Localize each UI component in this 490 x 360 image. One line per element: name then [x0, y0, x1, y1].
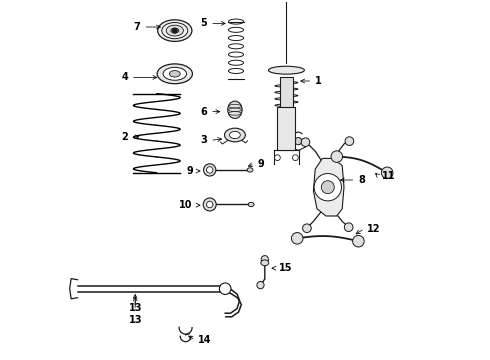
Circle shape — [203, 198, 216, 211]
Text: 13: 13 — [128, 315, 142, 325]
Text: 1: 1 — [315, 76, 322, 86]
Text: 2: 2 — [121, 132, 128, 142]
Ellipse shape — [248, 202, 254, 207]
Circle shape — [206, 201, 213, 208]
Circle shape — [204, 164, 216, 176]
Text: 9: 9 — [186, 166, 193, 176]
FancyBboxPatch shape — [280, 77, 293, 108]
Text: 13: 13 — [128, 303, 142, 313]
Text: 15: 15 — [279, 263, 293, 273]
Text: 5: 5 — [200, 18, 207, 28]
Ellipse shape — [224, 128, 245, 142]
FancyBboxPatch shape — [277, 107, 295, 150]
Ellipse shape — [166, 25, 183, 36]
Text: 3: 3 — [200, 135, 207, 145]
Circle shape — [172, 28, 177, 33]
Text: 12: 12 — [368, 224, 381, 234]
Ellipse shape — [157, 64, 193, 84]
Circle shape — [344, 223, 353, 231]
Text: 8: 8 — [358, 175, 365, 185]
Text: 6: 6 — [200, 107, 207, 117]
Ellipse shape — [228, 101, 242, 118]
Text: 9: 9 — [258, 159, 264, 169]
Text: 4: 4 — [121, 72, 128, 82]
Ellipse shape — [163, 67, 187, 80]
Circle shape — [353, 235, 364, 247]
Circle shape — [345, 137, 354, 145]
Text: 7: 7 — [134, 22, 141, 32]
Circle shape — [261, 256, 269, 263]
Circle shape — [220, 283, 231, 294]
Circle shape — [257, 282, 264, 289]
Ellipse shape — [171, 28, 179, 33]
Circle shape — [294, 138, 302, 145]
Circle shape — [321, 181, 334, 194]
Circle shape — [381, 167, 393, 179]
Text: 11: 11 — [382, 171, 395, 181]
Circle shape — [292, 233, 303, 244]
Circle shape — [301, 138, 310, 147]
Ellipse shape — [261, 260, 269, 266]
Circle shape — [274, 155, 280, 161]
Polygon shape — [314, 158, 344, 216]
Circle shape — [303, 224, 311, 233]
Circle shape — [314, 174, 342, 201]
Ellipse shape — [158, 20, 192, 41]
Text: 14: 14 — [198, 335, 212, 345]
Ellipse shape — [229, 131, 240, 139]
Ellipse shape — [269, 66, 304, 74]
Circle shape — [331, 151, 343, 162]
Text: 10: 10 — [179, 200, 193, 210]
Ellipse shape — [247, 168, 253, 172]
Circle shape — [293, 155, 298, 161]
Circle shape — [206, 167, 213, 173]
Ellipse shape — [170, 71, 180, 77]
